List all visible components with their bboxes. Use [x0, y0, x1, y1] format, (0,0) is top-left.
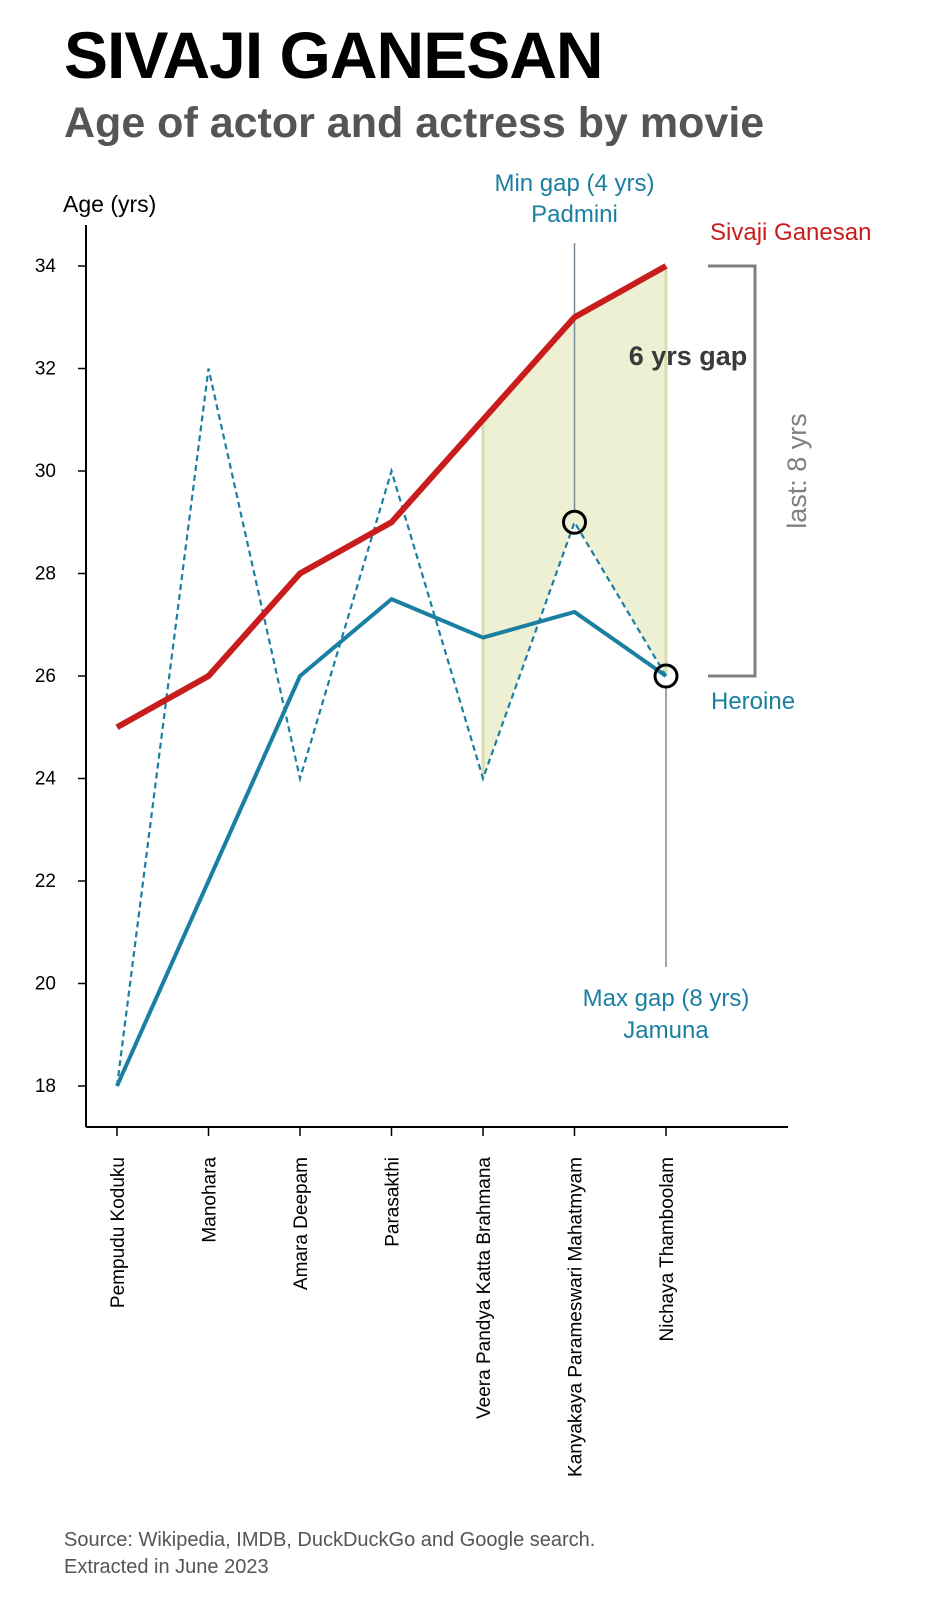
heroine-age-dashed-line: [115, 368, 667, 1087]
x-tick-label: Parasakthi: [383, 1157, 404, 1247]
actor-series-label: Sivaji Ganesan: [710, 219, 871, 246]
x-tick-label: Kanyakaya Parameswari Mahatmyam: [566, 1157, 587, 1477]
max-gap-label: Max gap (8 yrs): [583, 985, 750, 1012]
last-gap-label: last: 8 yrs: [782, 413, 812, 529]
source-note: Source: Wikipedia, IMDB, DuckDuckGo and …: [64, 1527, 595, 1581]
source-line-1: Source: Wikipedia, IMDB, DuckDuckGo and …: [64, 1529, 596, 1551]
actor-line: [115, 263, 668, 730]
x-tick-label: Nichaya Thamboolam: [657, 1157, 678, 1341]
x-tick-label: Manohara: [200, 1157, 221, 1243]
heroine-series-label: Heroine: [711, 688, 795, 715]
last-gap-bracket: [708, 264, 757, 678]
chart-subtitle: Age of actor and actress by movie: [64, 99, 765, 147]
y-tick-label: 30: [35, 461, 56, 482]
x-tick-label: Amara Deepam: [291, 1157, 312, 1290]
chart-title: SIVAJI GANESAN: [64, 18, 604, 92]
gap-label: 6 yrs gap: [629, 341, 748, 371]
y-tick-label: 32: [35, 359, 56, 380]
max-gap-name: Jamuna: [623, 1017, 709, 1044]
y-tick-label: 22: [35, 871, 56, 892]
y-axis-label: Age (yrs): [63, 191, 156, 217]
x-tick-label: Veera Pandya Katta Brahmana: [474, 1157, 495, 1419]
heroine-line: [115, 597, 668, 1087]
y-tick-label: 26: [35, 666, 56, 687]
max-gap-marker: [653, 663, 679, 689]
y-tick-label: 34: [35, 256, 57, 277]
min-gap-label: Min gap (4 yrs): [494, 170, 654, 197]
min-gap-marker: [562, 509, 587, 535]
y-tick-label: 18: [35, 1076, 56, 1097]
y-tick-label: 28: [35, 564, 56, 585]
y-tick-label: 24: [35, 769, 57, 790]
y-tick-label: 20: [35, 974, 56, 995]
x-tick-label: Pempudu Koduku: [108, 1157, 129, 1308]
min-gap-name: Padmini: [531, 201, 618, 228]
source-line-2: Extracted in June 2023: [64, 1556, 269, 1578]
